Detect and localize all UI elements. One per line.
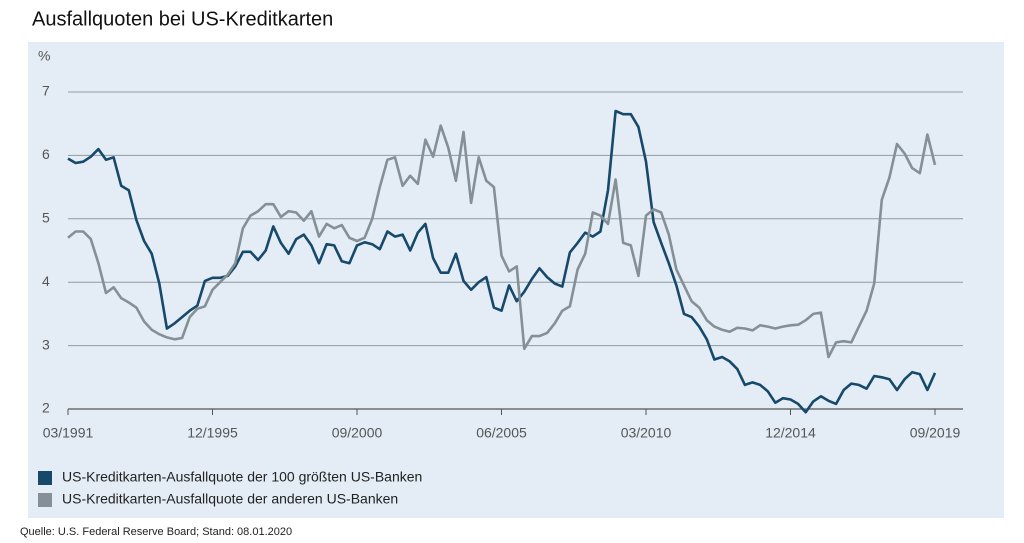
legend-swatch xyxy=(38,493,52,507)
y-tick-label: 2 xyxy=(42,400,50,416)
chart-title: Ausfallquoten bei US-Kreditkarten xyxy=(32,8,333,30)
x-tick-label: 06/2005 xyxy=(476,425,527,441)
data-line xyxy=(67,124,937,359)
legend-label: US-Kreditkarten-Ausfallquote der anderen… xyxy=(62,491,398,507)
y-axis-label: % xyxy=(38,48,50,64)
y-tick-label: 5 xyxy=(42,210,50,226)
x-tick-label: 09/2019 xyxy=(910,425,961,441)
y-tick-label: 4 xyxy=(42,273,50,289)
legend-label: US-Kreditkarten-Ausfallquote der 100 grö… xyxy=(62,469,422,485)
y-tick-label: 3 xyxy=(42,336,50,352)
legend-swatch xyxy=(38,471,52,485)
x-tick-label: 12/1995 xyxy=(187,425,238,441)
chart-panel xyxy=(28,42,1004,518)
x-tick-label: 03/1991 xyxy=(43,425,94,441)
x-tick-label: 12/2014 xyxy=(765,425,816,441)
y-tick-label: 6 xyxy=(42,146,50,162)
data-line xyxy=(67,109,937,414)
y-tick-label: 7 xyxy=(42,83,50,99)
x-tick-label: 03/2010 xyxy=(621,425,672,441)
x-tick-label: 09/2000 xyxy=(332,425,383,441)
source-note: Quelle: U.S. Federal Reserve Board; Stan… xyxy=(20,526,292,538)
